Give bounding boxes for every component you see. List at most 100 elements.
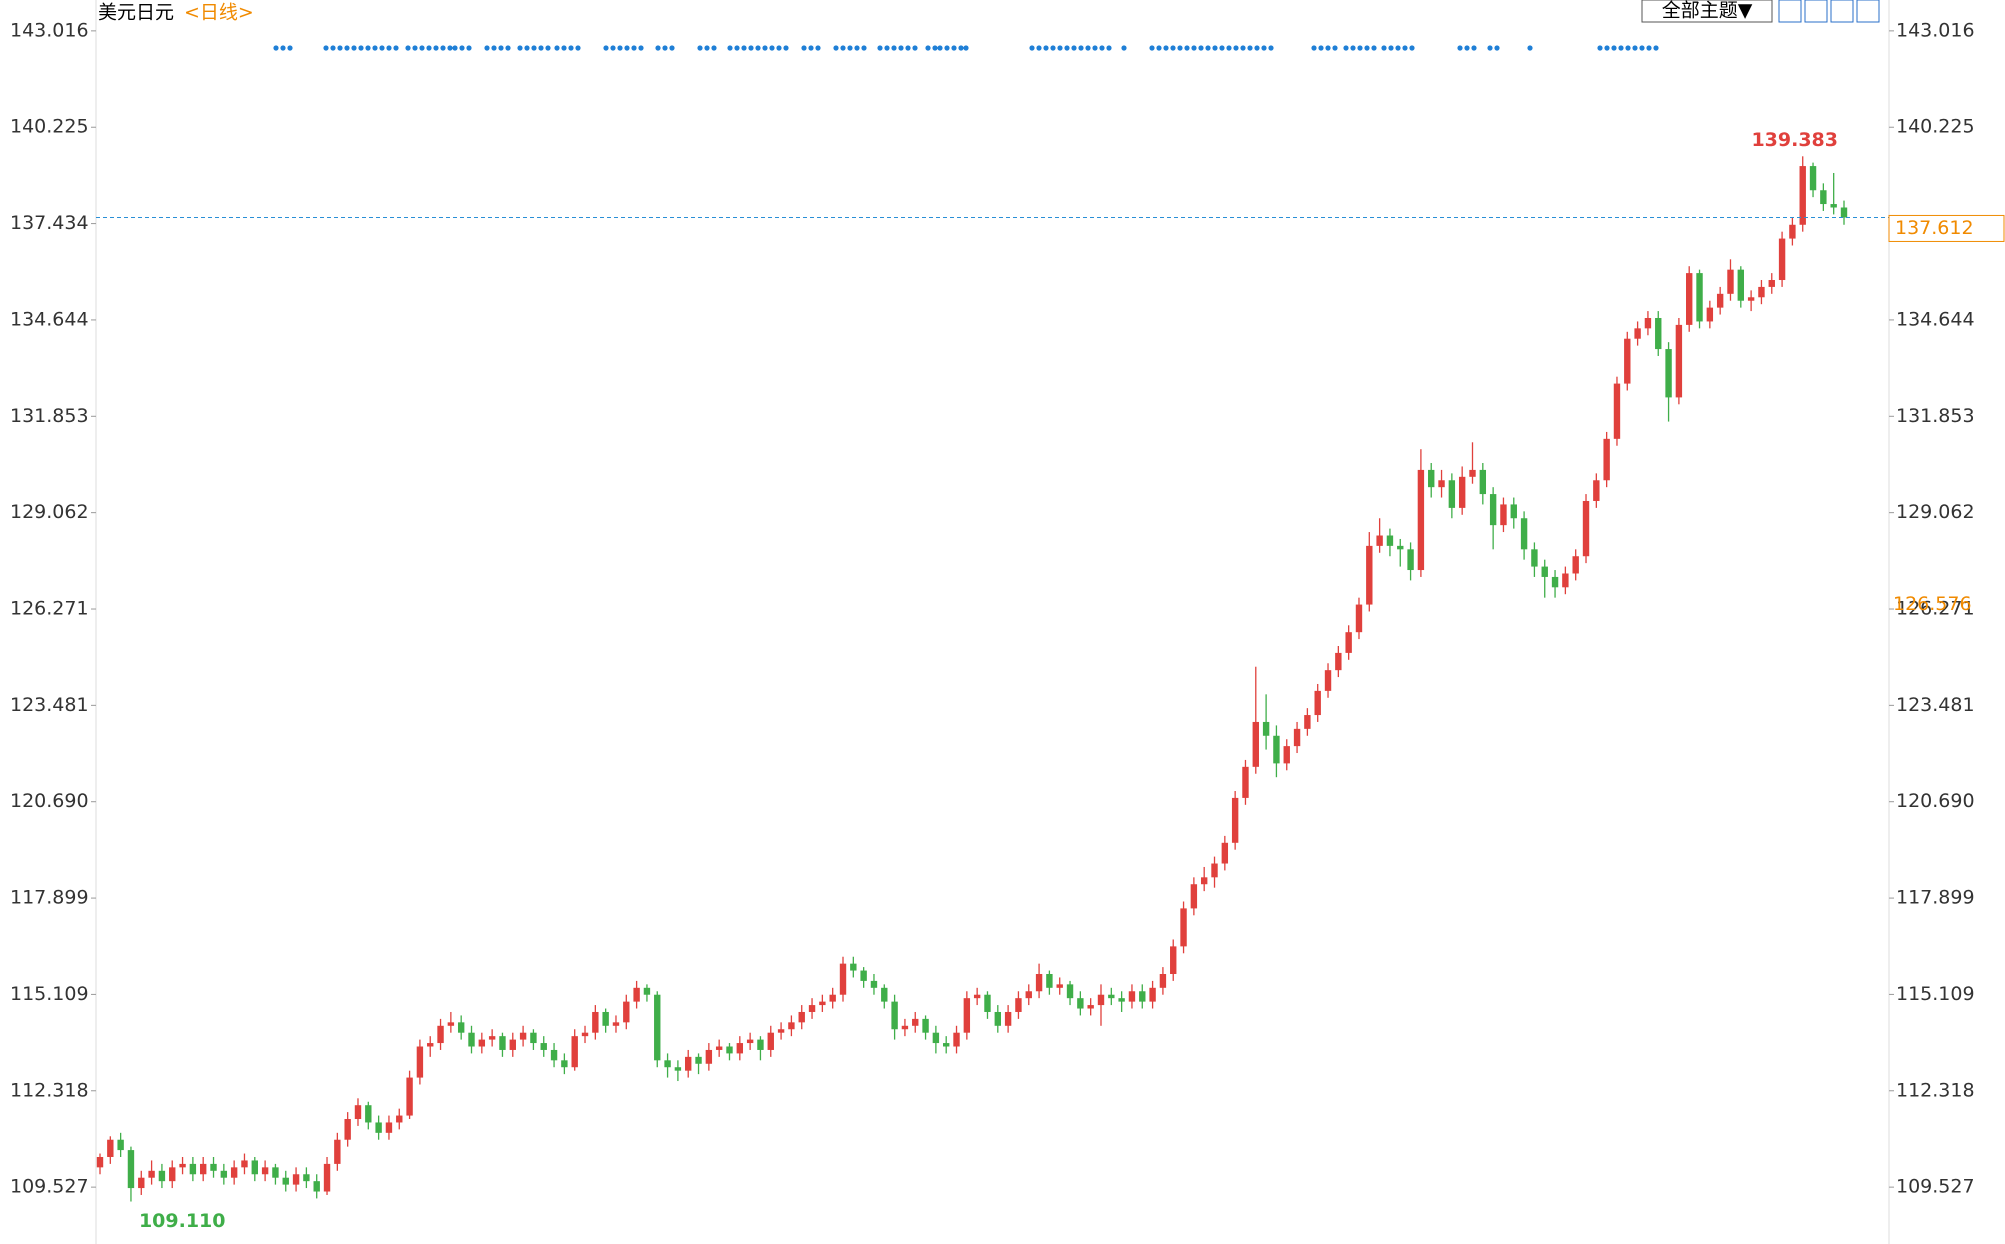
news-marker — [505, 45, 511, 51]
news-marker — [697, 45, 703, 51]
y2-tick-label: 131.853 — [1896, 405, 1975, 427]
tool-button[interactable] — [1830, 0, 1854, 23]
candle-body — [777, 1029, 785, 1033]
candle-body — [189, 1163, 197, 1175]
candle-body — [313, 1181, 320, 1192]
candle-body — [943, 1043, 950, 1047]
news-marker — [1311, 45, 1317, 51]
y-tick-label: 117.899 — [10, 887, 89, 909]
news-marker — [393, 45, 399, 51]
news-marker — [925, 45, 931, 51]
news-marker — [554, 45, 560, 51]
last-price-box — [1888, 214, 2005, 242]
news-marker — [610, 45, 616, 51]
candle-body — [1397, 545, 1404, 550]
candle-body — [406, 1077, 413, 1116]
theme-button-label[interactable]: 全部主题▼ — [1662, 0, 1753, 22]
news-marker — [1494, 45, 1500, 51]
news-marker — [877, 45, 883, 51]
candle-body — [272, 1167, 279, 1178]
candle-body — [1015, 998, 1022, 1012]
candle-body — [891, 1001, 898, 1030]
candle-body — [1355, 604, 1363, 633]
candle-body — [1077, 998, 1084, 1009]
candle-body — [881, 987, 888, 1002]
news-marker — [1604, 45, 1610, 51]
tool-button[interactable] — [1804, 0, 1828, 23]
candle-body — [354, 1105, 362, 1120]
candle-body — [1242, 766, 1249, 798]
news-marker — [1653, 45, 1659, 51]
news-marker — [840, 45, 846, 51]
news-marker — [545, 45, 551, 51]
news-marker — [937, 45, 943, 51]
news-marker — [459, 45, 465, 51]
candle-body — [230, 1167, 238, 1178]
candle-body — [912, 1018, 919, 1026]
news-marker — [891, 45, 897, 51]
y-tick-label: 137.434 — [10, 212, 89, 234]
theme-button[interactable] — [1641, 0, 1773, 23]
news-marker — [484, 45, 490, 51]
news-marker — [1343, 45, 1349, 51]
news-marker — [847, 45, 853, 51]
candle-body — [1541, 566, 1548, 577]
low-label: 109.110 — [139, 1210, 226, 1232]
news-marker — [958, 45, 964, 51]
candle-body — [963, 998, 971, 1033]
candle-body — [385, 1122, 393, 1133]
candle-body — [746, 1039, 754, 1044]
news-marker — [1078, 45, 1084, 51]
candle-body — [612, 1022, 620, 1026]
news-marker — [1325, 45, 1331, 51]
candle-body — [571, 1036, 578, 1068]
candle-body — [1438, 480, 1445, 488]
news-marker — [440, 45, 446, 51]
candle-body — [1737, 269, 1745, 301]
news-marker — [769, 45, 775, 51]
candle-body — [127, 1150, 135, 1189]
candle-body — [1139, 991, 1146, 1002]
candle-body — [1706, 307, 1714, 322]
news-marker — [808, 45, 814, 51]
tool-button[interactable] — [1778, 0, 1802, 23]
candle-body — [1603, 438, 1610, 481]
news-marker — [1198, 45, 1204, 51]
candle-body — [499, 1036, 506, 1050]
y-tick-label: 131.853 — [10, 405, 89, 427]
news-marker — [426, 45, 432, 51]
news-marker — [1332, 45, 1338, 51]
candle-body — [829, 994, 836, 1002]
candle-body — [870, 980, 878, 988]
candle-body — [416, 1046, 424, 1078]
news-marker — [944, 45, 950, 51]
news-marker — [280, 45, 286, 51]
candle-body — [581, 1032, 589, 1037]
candle-body — [1716, 293, 1724, 308]
candle-body — [994, 1011, 1001, 1026]
candle-body — [1200, 877, 1208, 885]
news-marker — [603, 45, 609, 51]
y2-tick-label: 143.016 — [1896, 19, 1975, 41]
news-marker — [1395, 45, 1401, 51]
candle-body — [478, 1039, 486, 1047]
news-marker — [447, 45, 453, 51]
candle-body — [1345, 632, 1352, 653]
candle-body — [1304, 715, 1311, 729]
news-marker — [379, 45, 385, 51]
candle-body — [705, 1049, 713, 1064]
candle-body — [1696, 273, 1703, 322]
news-marker — [1471, 45, 1477, 51]
candle-body — [1046, 974, 1053, 988]
candle-body — [550, 1049, 558, 1061]
candle-body — [1582, 500, 1590, 557]
tool-button[interactable] — [1856, 0, 1880, 23]
candle-body — [1004, 1011, 1012, 1026]
candle-body — [303, 1174, 310, 1182]
candle-body — [158, 1170, 166, 1182]
news-marker — [1170, 45, 1176, 51]
candle-body — [468, 1032, 475, 1047]
candle-body — [1428, 469, 1435, 488]
news-marker — [1205, 45, 1211, 51]
candle-body — [1572, 556, 1579, 574]
